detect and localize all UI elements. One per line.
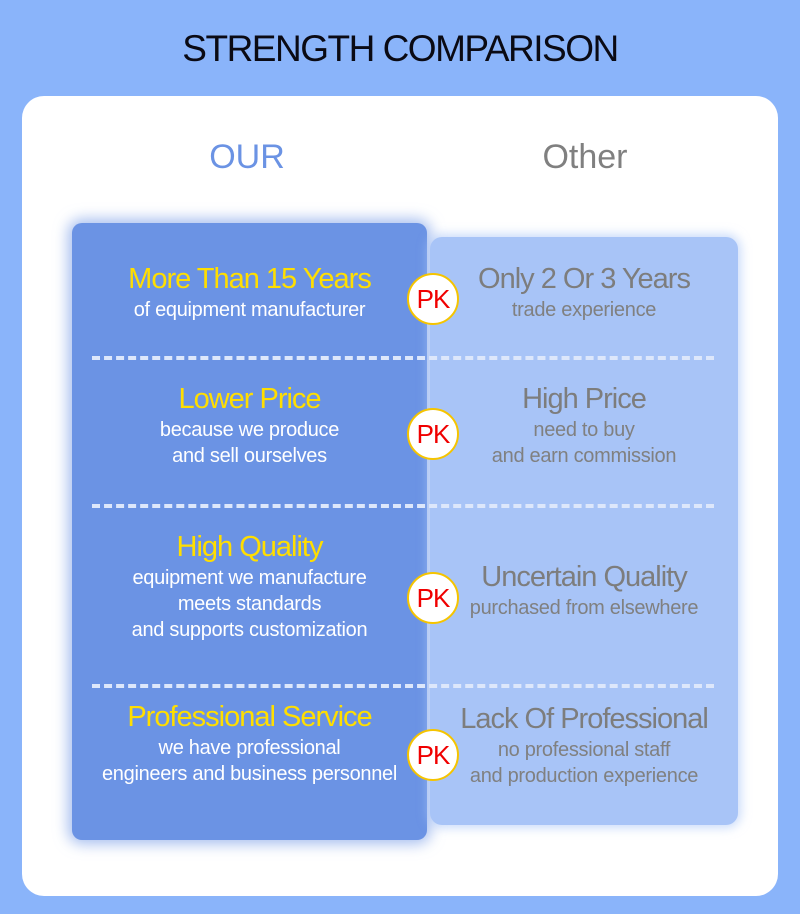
other-description-line: purchased from elsewhere (469, 597, 699, 619)
pk-badge: PK (407, 729, 459, 781)
our-cell: Lower Price because we produce and sell ou… (72, 381, 427, 469)
our-description-line: meets standards (177, 593, 322, 615)
other-description-line: need to buy (533, 419, 635, 441)
other-cell: Only 2 Or 3 Years trade experience (430, 261, 738, 323)
other-panel (430, 237, 738, 825)
other-heading: Uncertain Quality (481, 561, 687, 593)
divider (92, 356, 714, 360)
page-title: STRENGTH COMPARISON (182, 28, 619, 69)
our-description-line: because we produce (159, 419, 340, 441)
our-description-line: and supports customization (131, 619, 368, 641)
our-panel (72, 223, 427, 840)
divider (92, 504, 714, 508)
other-description-line: and earn commission (491, 445, 677, 467)
other-description-line: trade experience (511, 299, 657, 321)
our-column-header: OUR (209, 138, 285, 176)
our-cell: Professional Service we have professional… (72, 699, 427, 787)
our-heading: Professional Service (127, 701, 372, 733)
divider (92, 684, 714, 688)
other-cell: Lack Of Professional no professional staf… (430, 701, 738, 789)
other-heading: Lack Of Professional (460, 703, 709, 735)
other-cell: High Price need to buy and earn commission (430, 381, 738, 469)
other-description-line: and production experience (469, 765, 699, 787)
our-cell: High Quality equipment we manufacture meet… (72, 529, 427, 643)
other-description-line: no professional staff (497, 739, 671, 761)
our-description-line: equipment we manufacture (132, 567, 367, 589)
other-heading: Only 2 Or 3 Years (478, 263, 691, 295)
pk-badge: PK (407, 408, 459, 460)
our-description-line: of equipment manufacturer (133, 299, 366, 321)
our-heading: Lower Price (178, 383, 321, 415)
other-column-header: Other (542, 138, 628, 176)
our-heading: High Quality (176, 531, 324, 563)
our-cell: More Than 15 Years of equipment manufactu… (72, 261, 427, 323)
other-heading: High Price (522, 383, 647, 415)
our-heading: More Than 15 Years (128, 263, 372, 295)
our-description-line: and sell ourselves (172, 445, 327, 467)
pk-badge: PK (407, 572, 459, 624)
other-cell: Uncertain Quality purchased from elsewher… (430, 559, 738, 621)
our-description-line: we have professional (158, 737, 341, 759)
our-description-line: engineers and business personnel (101, 763, 398, 785)
pk-badge: PK (407, 273, 459, 325)
